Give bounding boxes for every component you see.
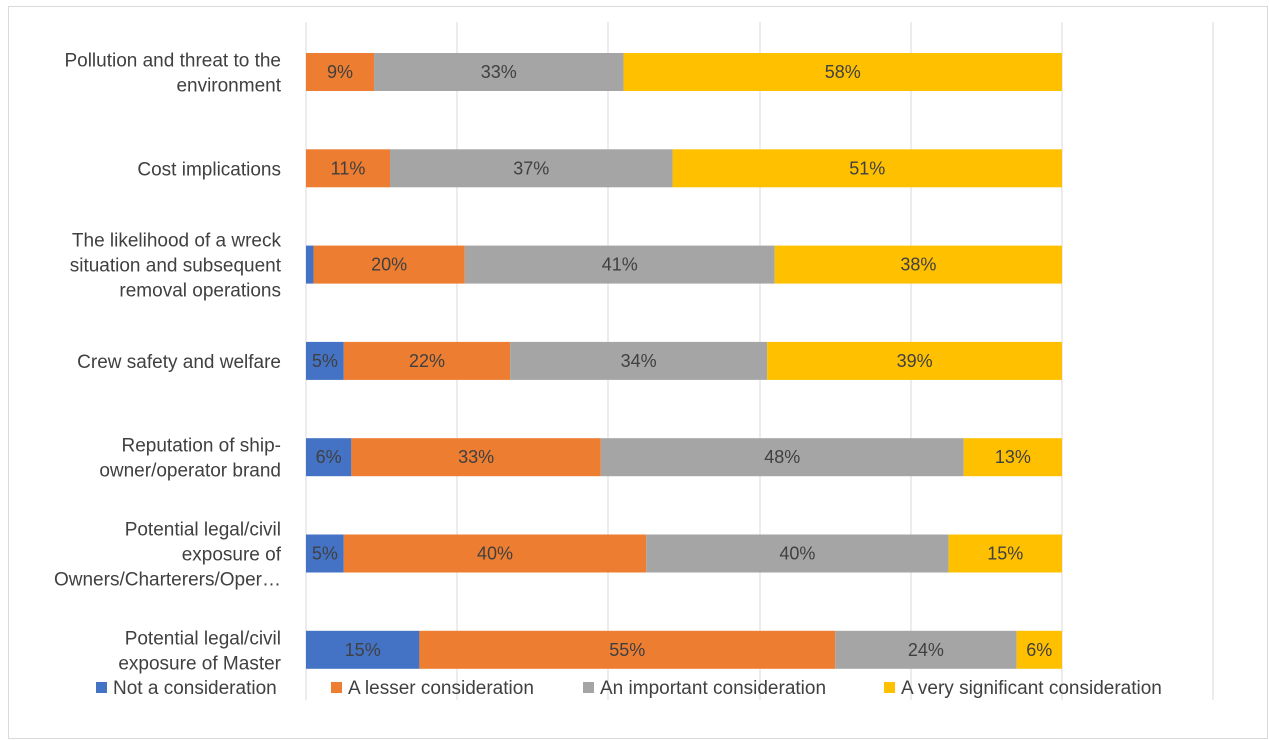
bar-segment xyxy=(306,53,375,91)
data-label: 20% xyxy=(371,255,407,275)
bar-segment xyxy=(767,341,1062,380)
bar-segment xyxy=(948,534,1062,573)
bar-segment xyxy=(313,245,465,284)
legend-swatch xyxy=(96,682,107,693)
data-label: 13% xyxy=(995,447,1031,467)
bar-segment xyxy=(510,341,768,380)
bar-segment xyxy=(306,534,344,573)
legend-label: A lesser consideration xyxy=(348,678,534,699)
data-label: 33% xyxy=(458,447,494,467)
bar-segment xyxy=(306,149,390,188)
bar-segment xyxy=(672,149,1062,188)
legend-swatch xyxy=(583,682,594,693)
data-label: 48% xyxy=(764,447,800,467)
bar-segment xyxy=(351,438,601,477)
data-label: 9% xyxy=(327,62,353,82)
category-label: Crew safety and welfare xyxy=(77,352,281,373)
bar-segment xyxy=(1016,630,1062,669)
data-label: 11% xyxy=(331,158,366,178)
category-label: Potential legal/civil exposure of Master xyxy=(118,628,281,674)
data-label: 15% xyxy=(345,640,381,660)
bar-segment xyxy=(306,438,352,477)
bar-segment xyxy=(306,630,420,669)
bars xyxy=(306,53,1062,669)
data-label: 38% xyxy=(900,255,936,275)
category-label: Reputation of ship-owner/operator brand xyxy=(99,436,281,482)
category-labels: Pollution and threat to the environment Co… xyxy=(54,51,282,675)
data-label: 55% xyxy=(609,640,645,660)
data-label: 40% xyxy=(779,544,815,564)
bar-segment xyxy=(774,245,1062,284)
bar-segment xyxy=(646,534,949,573)
bar-segment xyxy=(390,149,673,188)
data-label: 37% xyxy=(513,158,549,178)
category-label: Pollution and threat to the environment xyxy=(64,51,281,97)
data-label: 5% xyxy=(312,544,338,564)
data-label: 40% xyxy=(477,544,513,564)
data-label: 34% xyxy=(621,351,657,371)
legend-label: An important consideration xyxy=(600,678,826,699)
chart-frame xyxy=(8,6,1268,739)
data-label: 22% xyxy=(409,351,445,371)
data-label: 6% xyxy=(316,447,342,467)
bar-segment xyxy=(464,245,775,284)
bar-segment xyxy=(306,245,314,284)
data-label: 51% xyxy=(849,158,885,178)
data-label: 5% xyxy=(312,351,338,371)
data-label: 15% xyxy=(987,544,1023,564)
data-label: 41% xyxy=(602,255,638,275)
data-label: 39% xyxy=(897,351,933,371)
data-label: 58% xyxy=(825,62,861,82)
category-label: The likelihood of a wreck situation and s… xyxy=(70,231,282,302)
legend-label: Not a consideration xyxy=(113,678,277,699)
legend-swatch xyxy=(884,682,895,693)
bar-segment xyxy=(835,630,1017,669)
data-label: 6% xyxy=(1026,640,1052,660)
bar-segment xyxy=(419,630,836,669)
bar-segment xyxy=(600,438,964,477)
bar-segment xyxy=(306,341,344,380)
bar-segment xyxy=(374,53,624,91)
category-label: Cost implications xyxy=(137,159,281,180)
category-label: Potential legal/civil exposure of Owners/C… xyxy=(54,520,282,591)
gridlines xyxy=(305,22,1214,700)
legend-swatch xyxy=(331,682,342,693)
bar-segment xyxy=(343,341,511,380)
bar-segment xyxy=(963,438,1062,477)
data-label: 33% xyxy=(481,62,517,82)
legend: Not a consideration A lesser consideratio… xyxy=(96,678,1162,699)
bar-segment xyxy=(623,53,1062,91)
data-label: 24% xyxy=(908,640,944,660)
legend-label: A very significant consideration xyxy=(901,678,1162,699)
bar-segment xyxy=(343,534,647,573)
data-labels: 9% 33% 58% 11% 37% 51% 20% 41% 38% 5% 22% 34% 39% 6% 3… xyxy=(312,62,1052,660)
